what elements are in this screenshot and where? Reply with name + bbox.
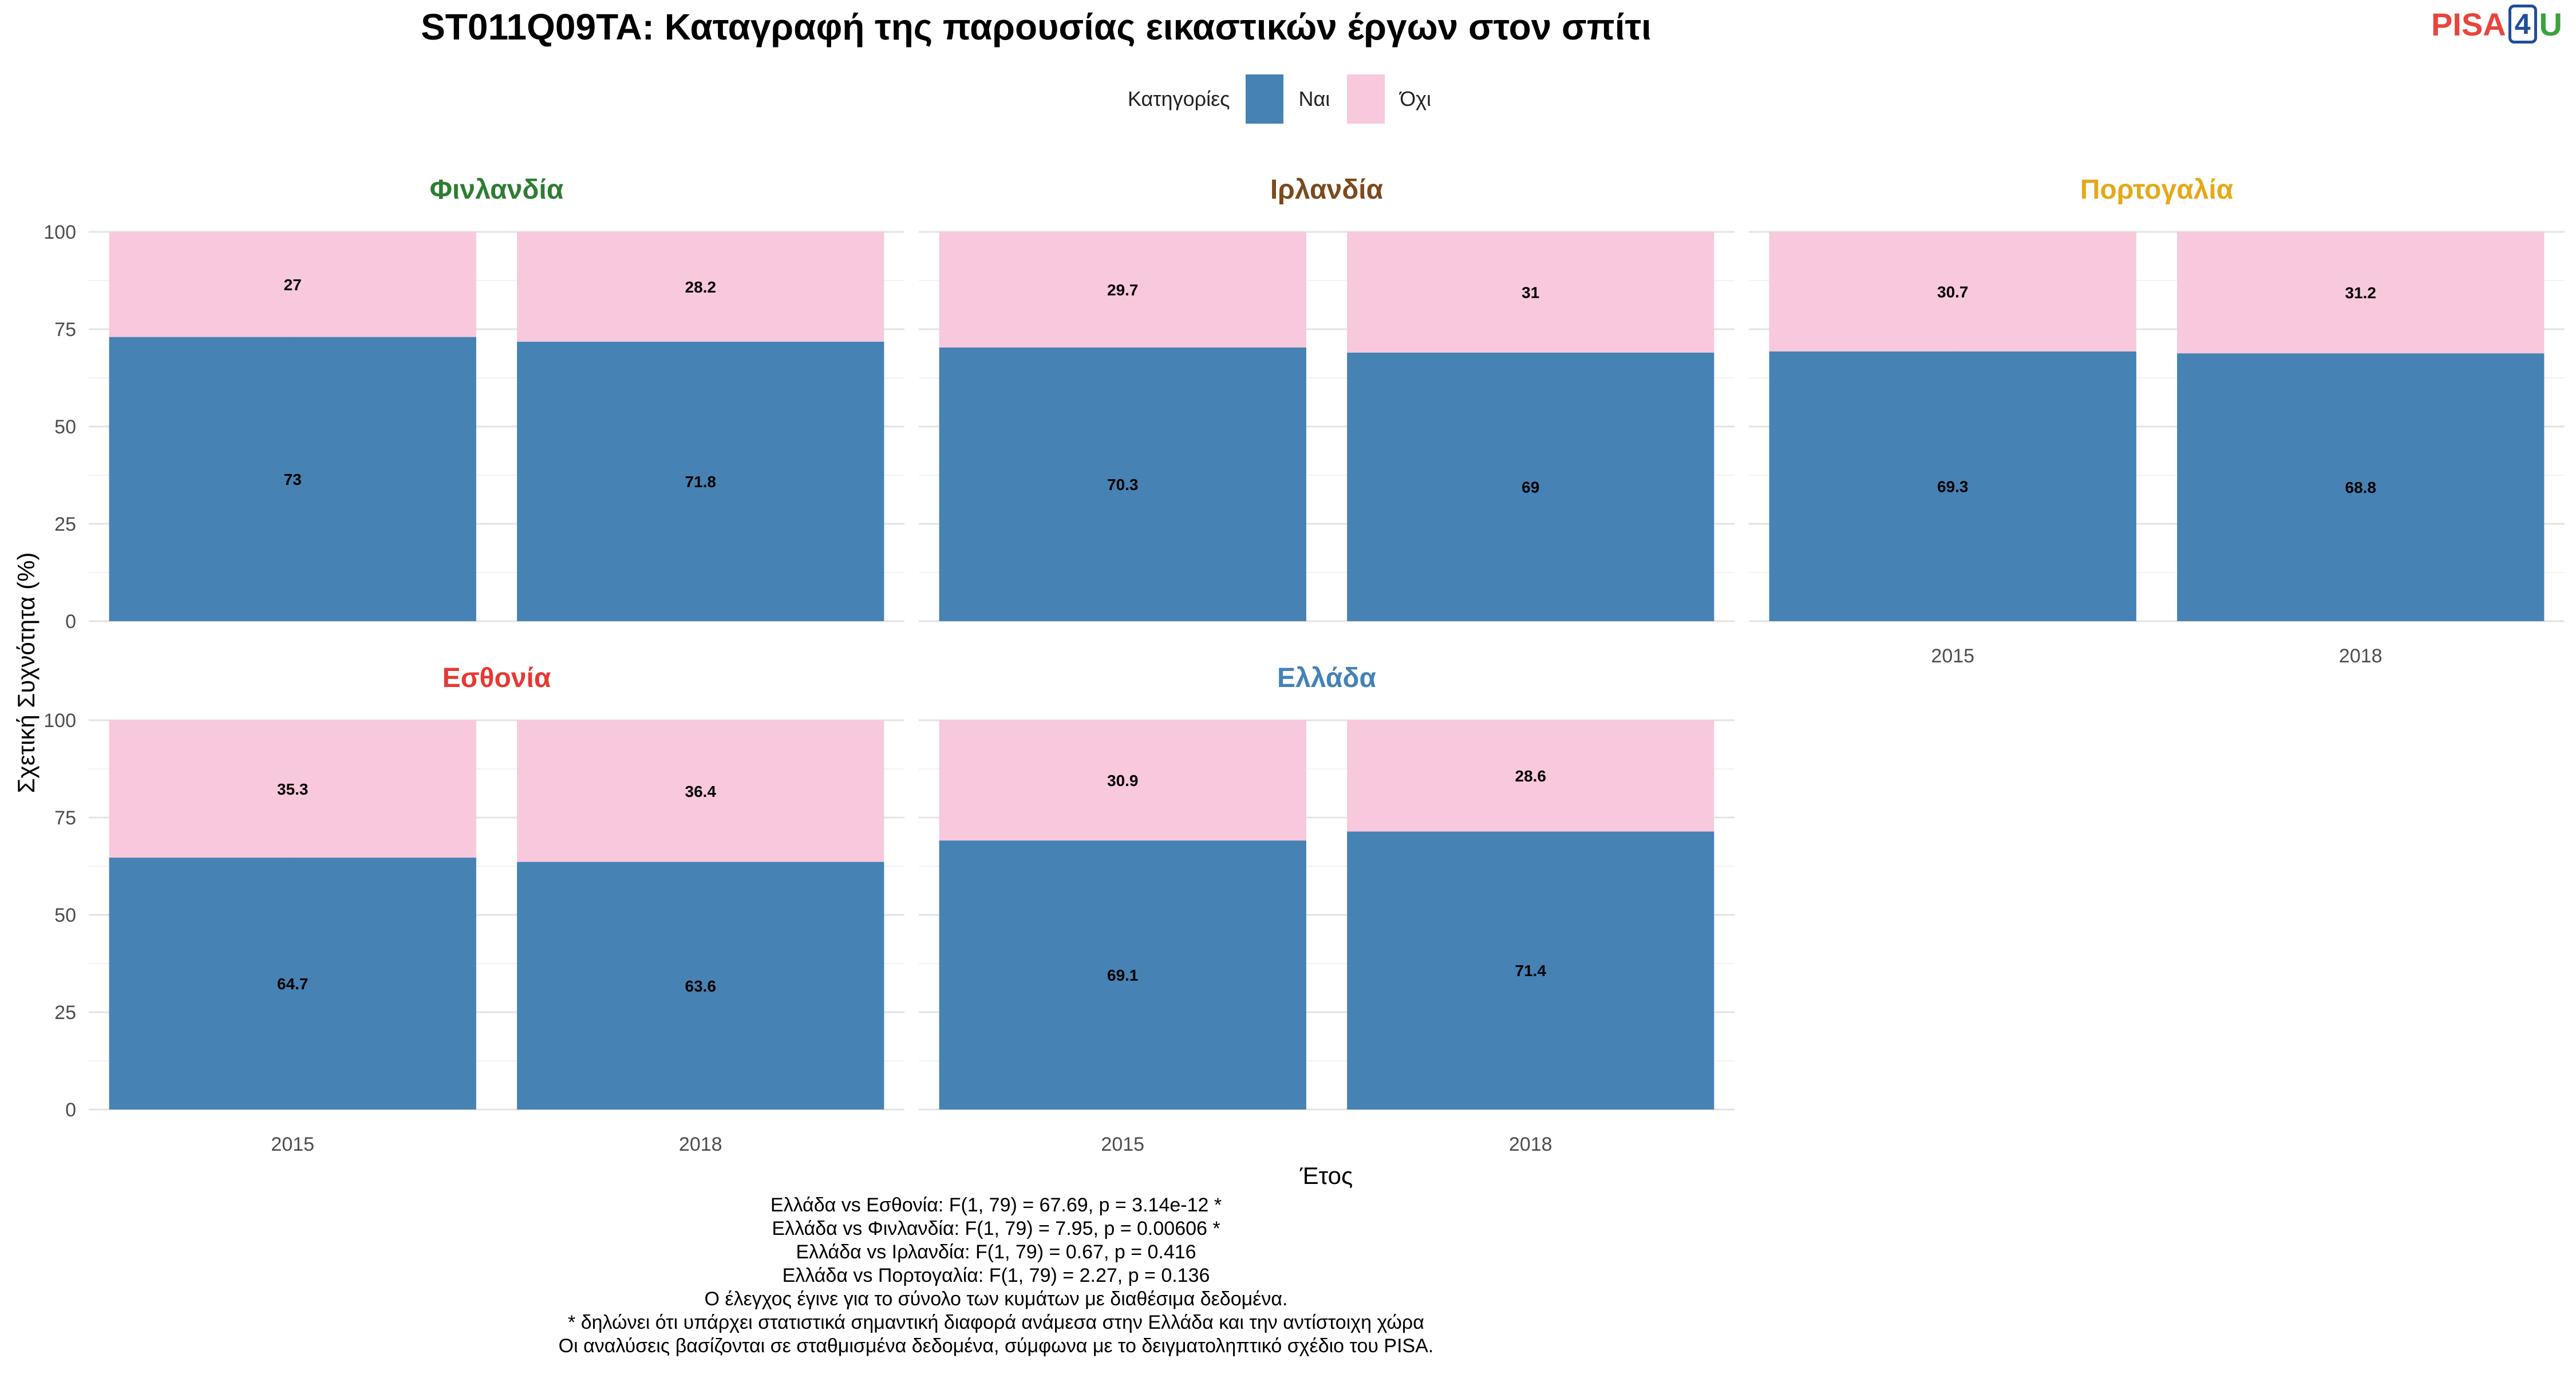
data-label-no: 35.3 [277,780,309,798]
facet-panel: Εσθονία 0 25 50 75 100 64.7 35.3 63.6 36.4 2015 201… [44,663,904,1155]
legend-swatch-yes [1246,74,1284,124]
facet-panel: Πορτογαλία 69.3 30.7 68.8 31.2 2015 2018 [1749,175,2565,667]
bar-yes [1347,352,1714,621]
facet-title: Ιρλανδία [1270,175,1384,205]
data-label-no: 28.6 [1515,767,1547,785]
note-line: Ελλάδα vs Ιρλανδία: F(1, 79) = 0.67, p =… [796,1241,1196,1263]
data-label-no: 31 [1522,283,1539,301]
data-label-no: 36.4 [685,783,717,800]
data-label-yes: 64.7 [277,975,309,993]
bar-no [2177,232,2545,354]
bar-no [1347,720,1714,832]
legend-label-yes: Ναι [1298,87,1330,110]
facet-title: Ελλάδα [1277,663,1376,693]
y-tick-label: 75 [54,807,76,829]
note-line: Ελλάδα vs Φινλανδία: F(1, 79) = 7.95, p … [772,1218,1220,1239]
data-label-yes: 63.6 [685,977,717,995]
logo-text-four: 4 [2508,5,2537,44]
bar-yes [517,862,884,1110]
data-label-no: 27 [284,276,302,294]
data-label-no: 30.7 [1937,283,1969,301]
logo-text-u: U [2539,6,2562,42]
bar-yes [517,341,884,621]
data-label-yes: 68.8 [2345,479,2377,496]
bar-no [939,232,1306,348]
bar-no [109,720,476,858]
bar-yes [1347,831,1714,1110]
data-label-no: 30.9 [1107,772,1139,789]
data-label-yes: 73 [284,471,302,488]
bar-no [1769,232,2136,352]
bar-yes [2177,353,2545,621]
legend-title: Κατηγορίες [1127,87,1230,110]
data-label-no: 28.2 [685,278,717,296]
bar-yes [1769,351,2136,621]
facet-title: Εσθονία [442,663,551,693]
x-tick-label: 2015 [1101,1134,1144,1155]
note-line: * δηλώνει ότι υπάρχει στατιστικά σημαντι… [568,1312,1424,1333]
facet-panel: Φινλανδία 0 25 50 75 100 73 27 71.8 28.2 [44,175,904,633]
facet-panel: Ελλάδα 69.1 30.9 71.4 28.6 2015 2018 [919,663,1735,1155]
data-label-no: 31.2 [2345,284,2377,302]
y-tick-label: 100 [44,710,76,732]
footnotes: Ελλάδα vs Εσθονία: F(1, 79) = 67.69, p =… [0,1194,1992,1358]
y-tick-label: 25 [54,514,76,535]
note-line: Οι αναλύσεις βασίζονται σε σταθμισμένα δ… [558,1335,1434,1357]
note-line: Ελλάδα vs Εσθονία: F(1, 79) = 67.69, p =… [770,1194,1222,1216]
data-label-yes: 70.3 [1107,476,1139,493]
bar-yes [109,337,476,621]
data-label-yes: 69 [1522,478,1539,496]
faceted-stacked-bar-chart: Φινλανδία 0 25 50 75 100 73 27 71.8 28.2 Ιρλανδία 7… [13,175,2565,1189]
data-label-yes: 69.1 [1107,966,1139,984]
x-axis-title: Έτος [1299,1162,1353,1189]
y-tick-label: 0 [65,611,76,633]
y-tick-label: 50 [54,416,76,438]
logo-text-pisa: PISA [2431,6,2506,42]
data-label-yes: 71.4 [1515,962,1547,980]
y-tick-label: 100 [44,222,76,243]
x-tick-label: 2018 [2339,645,2383,667]
facet-title: Φινλανδία [430,175,564,205]
x-tick-label: 2018 [679,1134,722,1155]
chart-title: ST011Q09TA: Καταγραφή της παρουσίας εικα… [421,6,1652,48]
y-tick-label: 25 [54,1002,76,1024]
legend-swatch-no [1347,74,1385,124]
bar-yes [109,858,476,1110]
y-tick-label: 0 [65,1099,76,1121]
facet-panel: Ιρλανδία 70.3 29.7 69 31 [919,175,1735,622]
legend-label-no: Όχι [1400,87,1432,110]
legend: Κατηγορίες Ναι Όχι [0,73,2576,125]
note-line: Ο έλεγχος έγινε για το σύνολο των κυμάτω… [704,1288,1288,1310]
bar-yes [939,347,1306,621]
bar-no [109,232,476,337]
note-line: Ελλάδα vs Πορτογαλία: F(1, 79) = 2.27, p… [782,1265,1210,1286]
bar-no [517,232,884,342]
bar-no [939,720,1306,841]
bar-yes [939,840,1306,1110]
x-tick-label: 2018 [1509,1134,1552,1155]
x-tick-label: 2015 [271,1134,314,1155]
data-label-yes: 71.8 [685,473,717,491]
y-tick-label: 75 [54,319,76,341]
data-label-yes: 69.3 [1937,477,1969,495]
y-axis-title: Σχετική Συχνότητα (%) [13,552,39,793]
bar-no [1347,232,1714,353]
pisa4u-logo: PISA 4 U [2431,5,2562,44]
facet-title: Πορτογαλία [2080,175,2234,205]
bar-no [517,720,884,862]
x-tick-label: 2015 [1931,645,1974,667]
data-label-no: 29.7 [1107,281,1139,299]
y-tick-label: 50 [54,905,76,926]
